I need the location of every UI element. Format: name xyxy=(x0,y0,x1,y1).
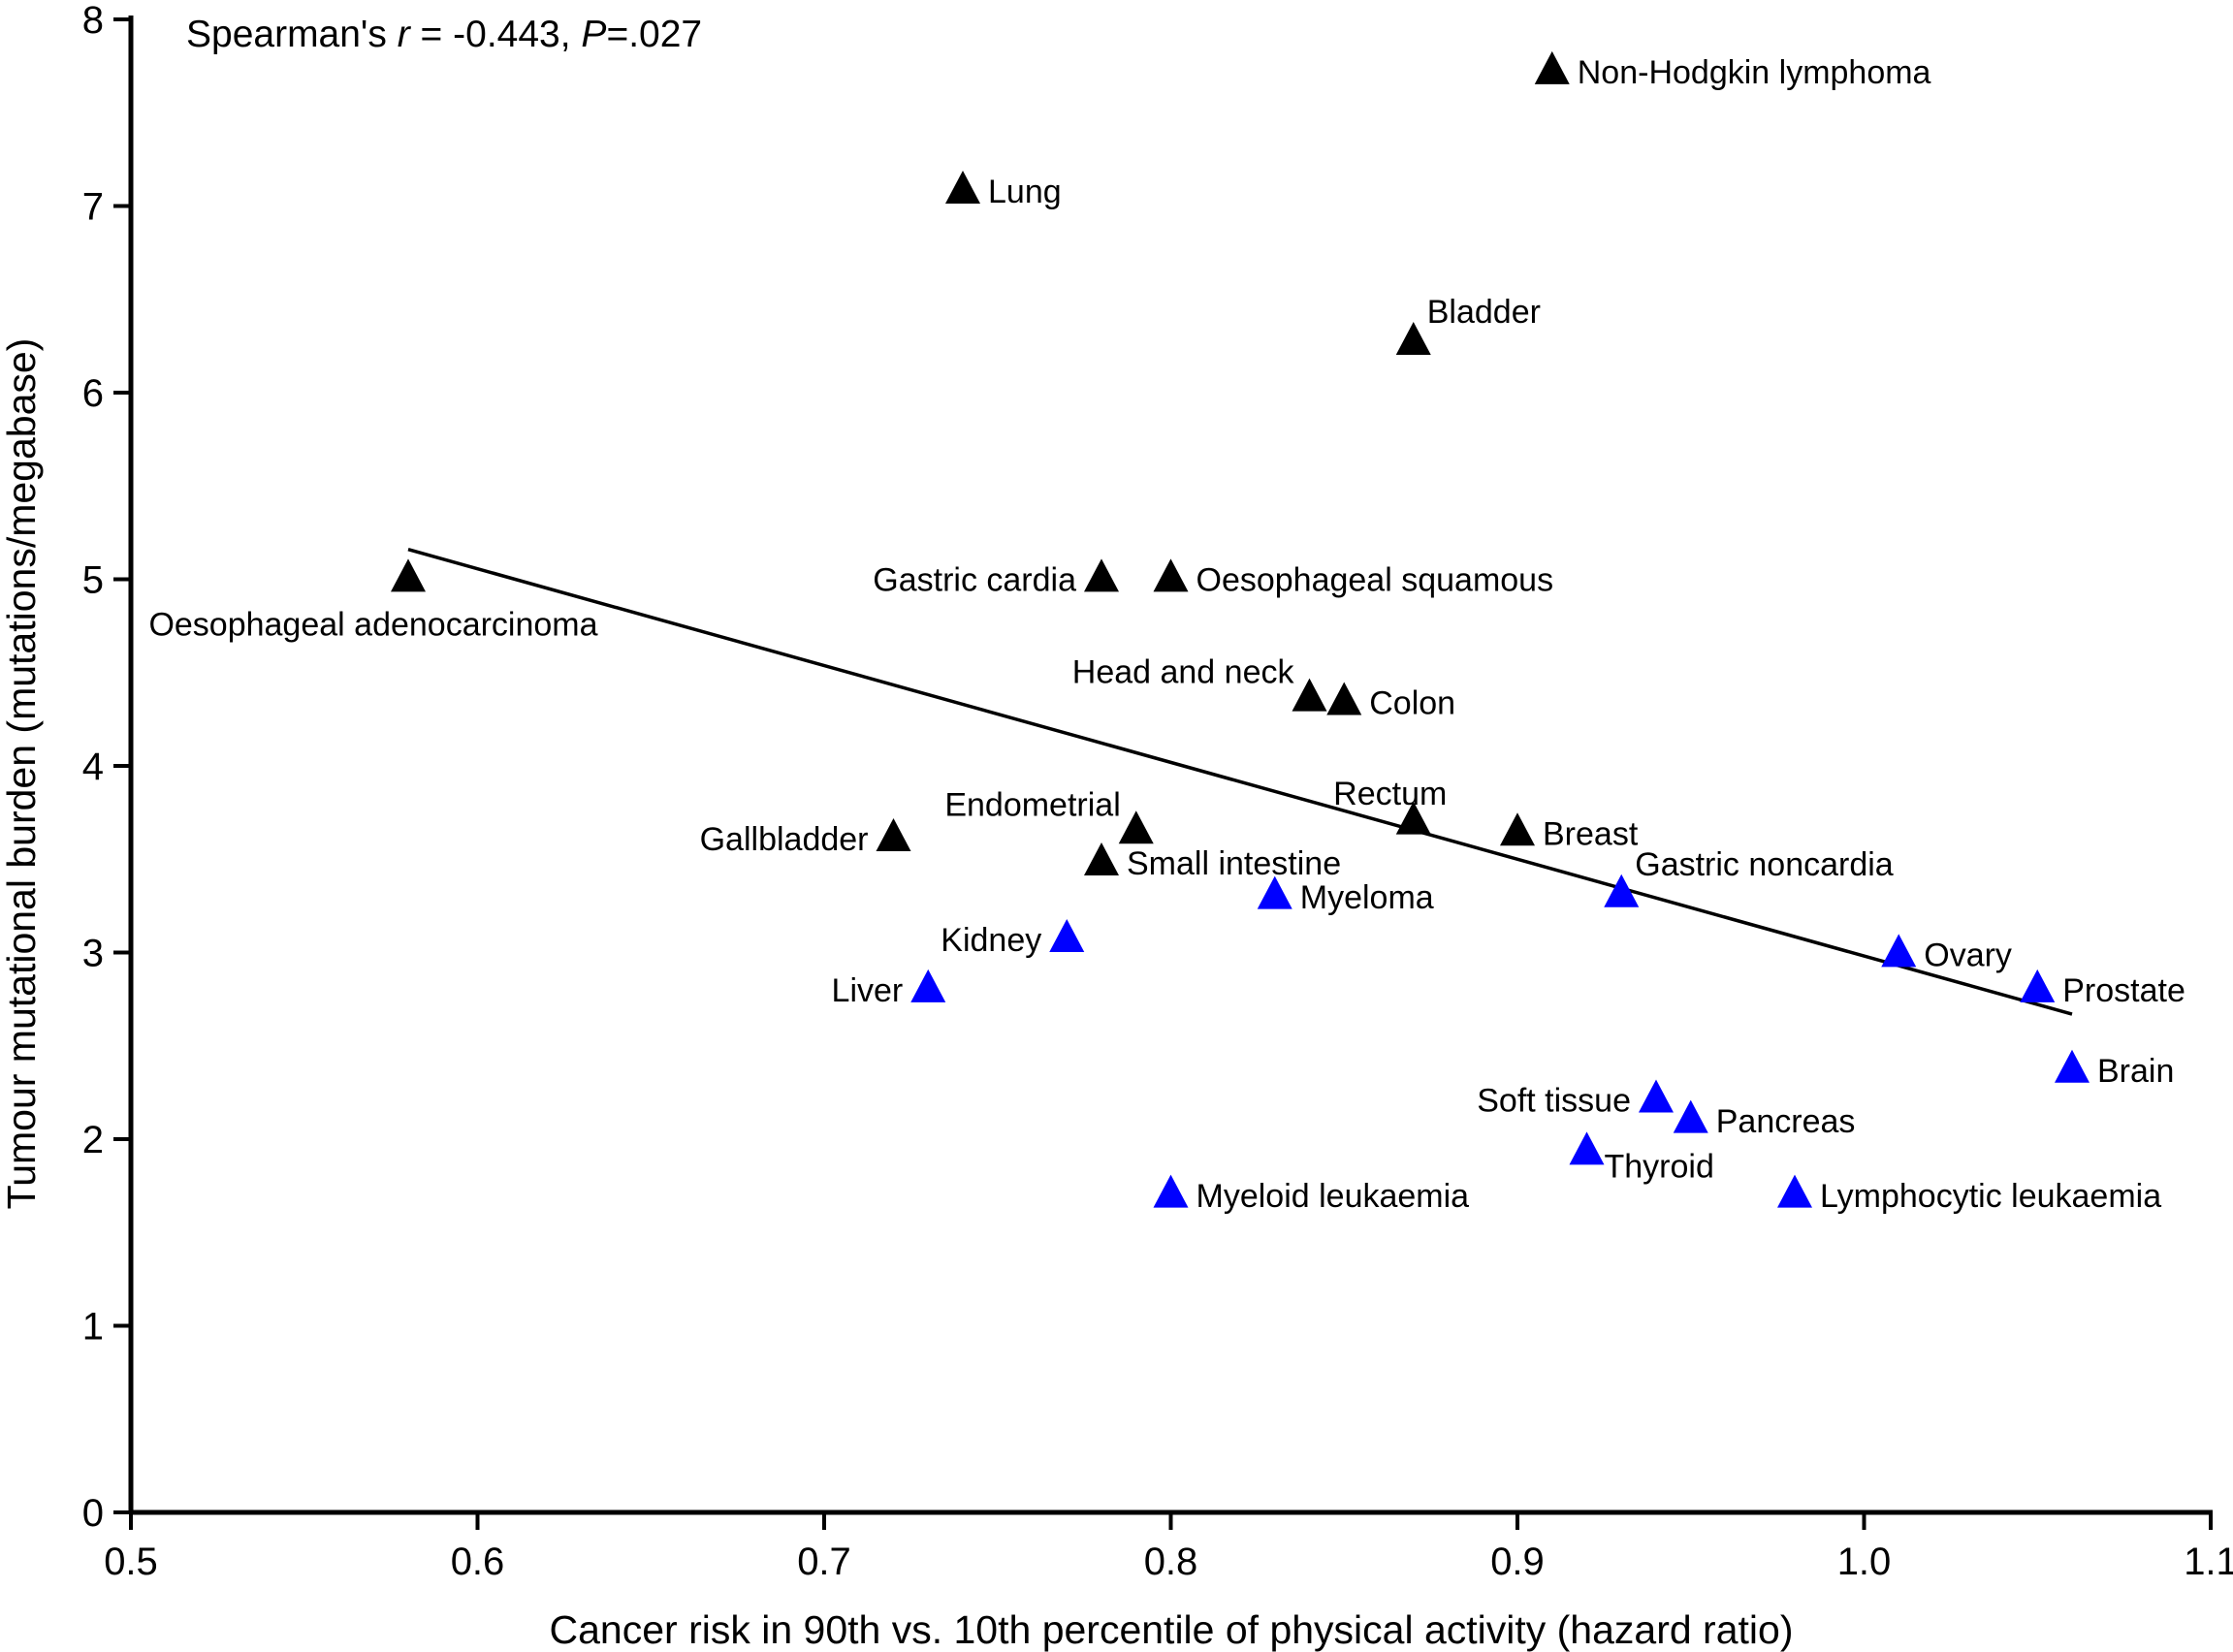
point-label-breast: Breast xyxy=(1543,815,1639,852)
point-label-endometrial: Endometrial xyxy=(944,786,1120,823)
point-label-thyroid: Thyroid xyxy=(1605,1148,1714,1185)
point-liver xyxy=(910,969,946,1002)
point-label-brain: Brain xyxy=(2097,1053,2174,1090)
point-pancreas xyxy=(1673,1099,1708,1133)
annotation-r-value: = -0.443, xyxy=(410,14,582,55)
point-lymphocytic-leukaemia xyxy=(1777,1174,1812,1208)
point-label-myeloma: Myeloma xyxy=(1300,879,1434,916)
point-label-liver: Liver xyxy=(832,972,904,1009)
point-label-gallbladder: Gallbladder xyxy=(700,821,869,858)
point-prostate xyxy=(2020,969,2056,1002)
x-tick-label: 0.8 xyxy=(1144,1541,1198,1583)
point-label-kidney: Kidney xyxy=(941,922,1041,959)
point-head-and-neck xyxy=(1292,678,1327,712)
axes xyxy=(128,16,2213,1515)
point-rectum xyxy=(1395,801,1431,835)
point-myeloid-leukaemia xyxy=(1153,1174,1189,1208)
x-tick-label: 0.7 xyxy=(797,1541,851,1583)
point-kidney xyxy=(1049,918,1085,952)
point-gastric-noncardia xyxy=(1604,874,1640,907)
data-points: Non-Hodgkin lymphoma Lung Bladder Oesophage… xyxy=(148,50,2185,1215)
point-thyroid xyxy=(1569,1131,1605,1165)
point-brain xyxy=(2055,1049,2089,1083)
x-tick-label: 0.5 xyxy=(104,1541,158,1583)
point-label-colon: Colon xyxy=(1369,685,1455,722)
x-axis-title: Cancer risk in 90th vs. 10th percentile … xyxy=(550,1607,1794,1652)
annotation-prefix: Spearman's xyxy=(186,14,398,55)
point-label-non-hodgkin-lymphoma: Non-Hodgkin lymphoma xyxy=(1578,54,1931,91)
point-non-hodgkin-lymphoma xyxy=(1534,50,1570,84)
y-tick-label: 4 xyxy=(82,746,104,788)
y-tick-label: 6 xyxy=(82,372,104,415)
point-label-bladder: Bladder xyxy=(1427,294,1541,331)
point-oesophageal-adenocarcinoma xyxy=(391,558,426,592)
y-axis-title: Tumour mutational burden (mutations/mega… xyxy=(0,338,44,1210)
point-colon xyxy=(1326,682,1362,715)
point-endometrial xyxy=(1118,810,1154,844)
x-tick-label: 1.0 xyxy=(1837,1541,1892,1583)
point-bladder xyxy=(1395,321,1431,355)
spearman-annotation: Spearman's r = -0.443, P=.027 xyxy=(186,14,702,55)
point-label-rectum: Rectum xyxy=(1333,776,1447,812)
point-myeloma xyxy=(1257,875,1292,909)
point-oesophageal-squamous xyxy=(1153,558,1189,592)
point-label-small-intestine: Small intestine xyxy=(1127,845,1341,882)
x-tick-label: 0.9 xyxy=(1490,1541,1545,1583)
annotation-r-symbol: r xyxy=(398,14,412,55)
point-label-head-and-neck: Head and neck xyxy=(1072,654,1295,691)
point-small-intestine xyxy=(1084,842,1119,876)
point-gallbladder xyxy=(876,817,911,851)
trend-line xyxy=(407,548,2073,1016)
y-tick-label: 1 xyxy=(82,1306,104,1349)
point-gastric-cardia xyxy=(1084,558,1119,592)
y-tick-label: 2 xyxy=(82,1119,104,1161)
point-ovary xyxy=(1881,934,1917,968)
point-label-pancreas: Pancreas xyxy=(1716,1103,1856,1140)
y-tick-label: 0 xyxy=(82,1492,104,1535)
point-label-soft-tissue: Soft tissue xyxy=(1477,1083,1631,1120)
point-label-prostate: Prostate xyxy=(2062,972,2185,1009)
annotation-p-value: =.027 xyxy=(606,14,702,55)
x-tick-label: 0.6 xyxy=(451,1541,505,1583)
y-tick-label: 7 xyxy=(82,186,104,229)
point-soft-tissue xyxy=(1639,1079,1674,1113)
point-label-myeloid-leukaemia: Myeloid leukaemia xyxy=(1196,1178,1470,1215)
point-label-ovary: Ovary xyxy=(1924,937,2012,973)
point-label-gastric-noncardia: Gastric noncardia xyxy=(1635,846,1894,883)
y-tick-label: 5 xyxy=(82,559,104,602)
point-label-lymphocytic-leukaemia: Lymphocytic leukaemia xyxy=(1820,1178,2161,1215)
point-breast xyxy=(1500,812,1535,846)
annotation-p-symbol: P xyxy=(581,14,606,55)
point-label-oesophageal-adenocarcinoma: Oesophageal adenocarcinoma xyxy=(148,607,597,644)
point-lung xyxy=(945,171,980,205)
point-label-gastric-cardia: Gastric cardia xyxy=(873,562,1076,599)
point-label-oesophageal-squamous: Oesophageal squamous xyxy=(1196,562,1554,599)
ticks: 0.5 0.6 0.7 0.8 0.9 1.0 1.1 0 1 2 3 4 5 6 7 8 xyxy=(82,0,2233,1583)
y-tick-label: 3 xyxy=(82,933,104,975)
point-label-lung: Lung xyxy=(988,174,1062,210)
y-tick-label: 8 xyxy=(82,0,104,42)
x-tick-label: 1.1 xyxy=(2184,1541,2233,1583)
